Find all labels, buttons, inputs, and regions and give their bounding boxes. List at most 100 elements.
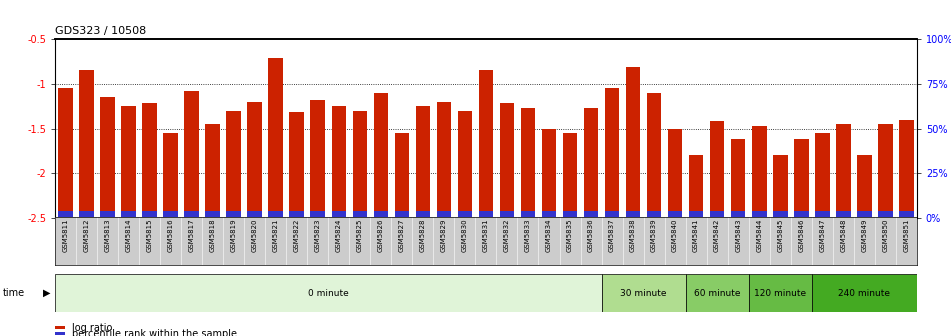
Bar (748, 274, 812, 312)
Text: GSM5812: GSM5812 (84, 218, 89, 252)
Bar (122, 211, 136, 218)
Text: GSM5835: GSM5835 (567, 218, 573, 252)
Bar (605, 211, 619, 218)
Bar (395, 133, 409, 211)
Bar (878, 211, 893, 218)
Bar (563, 211, 577, 218)
Text: GSM5821: GSM5821 (273, 218, 279, 252)
Bar (457, 111, 473, 211)
Bar (101, 211, 115, 218)
Bar (542, 211, 556, 218)
Bar (58, 211, 73, 218)
Bar (686, 274, 748, 312)
Bar (812, 274, 917, 312)
Text: GSM5850: GSM5850 (883, 218, 888, 252)
Bar (79, 211, 94, 218)
Text: GSM5816: GSM5816 (167, 218, 174, 252)
Bar (58, 88, 73, 211)
Text: GSM5826: GSM5826 (378, 218, 384, 252)
Bar (143, 103, 157, 211)
Bar (626, 68, 640, 211)
Text: GSM5823: GSM5823 (315, 218, 320, 252)
Text: GSM5813: GSM5813 (105, 218, 110, 252)
Text: GSM5848: GSM5848 (841, 218, 846, 252)
Text: log ratio: log ratio (72, 323, 112, 333)
Text: GSM5844: GSM5844 (756, 218, 762, 252)
Bar (668, 128, 683, 211)
Bar (332, 106, 346, 211)
Text: GSM5819: GSM5819 (231, 218, 237, 252)
Text: GSM5824: GSM5824 (336, 218, 341, 252)
Bar (752, 211, 767, 218)
Text: 60 minute: 60 minute (694, 289, 741, 298)
Bar (310, 100, 325, 211)
Text: 120 minute: 120 minute (754, 289, 806, 298)
Bar (289, 211, 304, 218)
Bar (773, 156, 787, 211)
Text: GSM5846: GSM5846 (798, 218, 805, 252)
Text: GSM5842: GSM5842 (714, 218, 720, 252)
Text: 0 minute: 0 minute (308, 289, 349, 298)
Text: GSM5843: GSM5843 (735, 218, 741, 252)
Bar (794, 211, 808, 218)
Bar (857, 156, 871, 211)
Bar (353, 111, 367, 211)
Bar (353, 211, 367, 218)
Text: GSM5838: GSM5838 (631, 218, 636, 252)
Bar (709, 121, 725, 211)
Bar (437, 101, 452, 211)
Text: GSM5811: GSM5811 (63, 218, 68, 252)
Bar (878, 124, 893, 211)
Bar (815, 211, 829, 218)
Bar (457, 211, 473, 218)
Text: GDS323 / 10508: GDS323 / 10508 (55, 27, 146, 37)
Bar (709, 211, 725, 218)
Bar (520, 108, 535, 211)
Text: GSM5820: GSM5820 (252, 218, 258, 252)
Bar (602, 274, 686, 312)
Bar (584, 108, 598, 211)
Bar (437, 211, 452, 218)
Bar (647, 211, 662, 218)
Bar (563, 133, 577, 211)
Text: GSM5814: GSM5814 (126, 218, 131, 252)
Text: GSM5833: GSM5833 (525, 218, 531, 252)
Bar (584, 211, 598, 218)
Bar (184, 211, 199, 218)
Bar (416, 211, 430, 218)
Bar (268, 58, 283, 211)
Bar (899, 120, 914, 211)
Bar (55, 274, 602, 312)
Text: GSM5831: GSM5831 (483, 218, 489, 252)
Bar (899, 211, 914, 218)
Bar (647, 92, 662, 211)
Text: GSM5830: GSM5830 (462, 218, 468, 252)
Bar (668, 211, 683, 218)
Text: GSM5834: GSM5834 (546, 218, 552, 252)
Text: GSM5836: GSM5836 (588, 218, 594, 252)
Bar (857, 211, 871, 218)
Text: GSM5849: GSM5849 (862, 218, 867, 252)
Text: GSM5817: GSM5817 (188, 218, 195, 252)
Bar (752, 126, 767, 211)
Text: 240 minute: 240 minute (838, 289, 890, 298)
Text: ▶: ▶ (43, 288, 50, 298)
Bar (226, 111, 242, 211)
Bar (184, 91, 199, 211)
Bar (205, 211, 220, 218)
Bar (332, 211, 346, 218)
Bar (101, 97, 115, 211)
Bar (247, 101, 262, 211)
Text: GSM5822: GSM5822 (294, 218, 300, 252)
Bar (79, 70, 94, 211)
Bar (247, 211, 262, 218)
Bar (689, 156, 704, 211)
Bar (499, 103, 514, 211)
Bar (164, 133, 178, 211)
Text: GSM5827: GSM5827 (398, 218, 405, 252)
Bar (815, 133, 829, 211)
Text: GSM5840: GSM5840 (672, 218, 678, 252)
Bar (730, 211, 746, 218)
Text: time: time (3, 288, 25, 298)
Text: GSM5845: GSM5845 (777, 218, 784, 252)
